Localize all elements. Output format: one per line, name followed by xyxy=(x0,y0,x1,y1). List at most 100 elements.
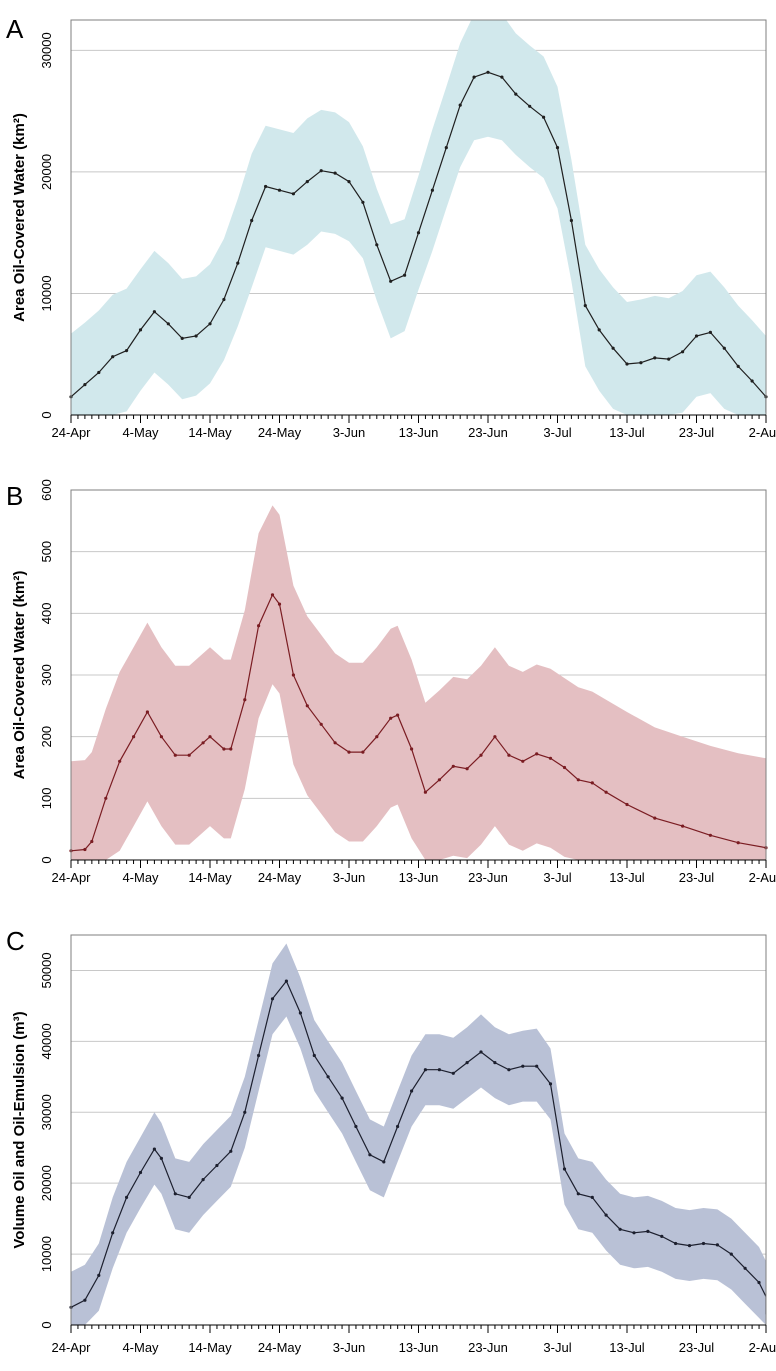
x-tick-label: 13-Jun xyxy=(399,870,439,885)
x-tick-label: 24-Apr xyxy=(51,870,91,885)
y-tick-label: 100 xyxy=(39,787,54,809)
data-point xyxy=(270,997,275,1001)
data-point xyxy=(743,1266,747,1270)
data-point xyxy=(653,816,657,820)
panel-c: 0 10000 20000 30000 40000 50000 24-Apr 4-May 14-… xyxy=(6,926,776,1355)
x-tick-label: 2-Aug xyxy=(749,1340,776,1355)
data-point xyxy=(667,357,671,361)
data-point xyxy=(611,346,615,350)
x-tick-label: 4-May xyxy=(122,425,159,440)
data-point xyxy=(138,1170,143,1175)
data-point xyxy=(639,361,643,365)
data-point xyxy=(194,334,198,338)
data-point xyxy=(375,735,379,739)
x-tick-label: 3-Jul xyxy=(543,425,571,440)
data-point xyxy=(333,171,337,175)
data-point xyxy=(111,1231,115,1235)
data-point xyxy=(319,169,323,173)
data-point xyxy=(152,310,156,314)
mean-line xyxy=(71,71,766,413)
data-point xyxy=(236,261,240,265)
x-tick-label: 13-Jul xyxy=(609,1340,645,1355)
data-point xyxy=(90,839,94,844)
data-point xyxy=(187,753,191,757)
data-point xyxy=(493,735,497,739)
x-tick-label: 3-Jun xyxy=(333,870,366,885)
data-point xyxy=(159,735,163,739)
data-point xyxy=(521,759,525,763)
x-tick-label: 2-Aug xyxy=(749,870,776,885)
y-tick-label: 20000 xyxy=(39,1165,54,1201)
data-point xyxy=(416,231,421,235)
data-point xyxy=(382,1160,386,1164)
data-point xyxy=(347,750,351,754)
y-tick-label: 30000 xyxy=(39,1094,54,1130)
data-point xyxy=(542,115,546,119)
data-point xyxy=(180,336,184,340)
data-point xyxy=(423,1068,427,1072)
y-tick-label: 0 xyxy=(39,856,54,863)
y-tick-label: 10000 xyxy=(39,275,54,311)
data-point xyxy=(305,180,309,184)
data-point xyxy=(750,379,754,383)
y-tick-label: 500 xyxy=(39,541,54,563)
data-point xyxy=(229,1149,233,1153)
y-axis-label: Area Oil-Covered Water (km²) xyxy=(11,113,28,322)
data-point xyxy=(319,722,323,726)
y-tick-label: 0 xyxy=(39,1321,54,1328)
data-point xyxy=(514,92,518,96)
data-point xyxy=(555,146,560,150)
data-point xyxy=(257,1053,261,1058)
data-point xyxy=(159,1156,163,1160)
x-tick-label: 24-May xyxy=(258,425,302,440)
data-point xyxy=(173,1192,177,1196)
data-point xyxy=(562,1167,567,1171)
data-point xyxy=(708,833,713,837)
data-point xyxy=(97,370,101,375)
data-point xyxy=(222,747,226,751)
data-point xyxy=(396,1124,400,1129)
x-tick-label: 24-May xyxy=(258,870,302,885)
data-point xyxy=(548,756,553,760)
data-point xyxy=(687,1244,692,1248)
data-point xyxy=(681,350,685,354)
data-point xyxy=(708,330,713,334)
data-point xyxy=(229,747,233,751)
data-point xyxy=(590,1195,594,1199)
data-point xyxy=(562,765,567,770)
uncertainty-band xyxy=(71,20,766,415)
data-point xyxy=(375,243,379,247)
data-point xyxy=(493,1061,497,1065)
data-point xyxy=(486,70,490,74)
data-point xyxy=(694,334,699,338)
panel-letter: B xyxy=(6,481,23,511)
y-tick-label: 300 xyxy=(39,664,54,686)
data-point xyxy=(604,1213,608,1217)
data-point xyxy=(389,716,393,720)
x-tick-label: 3-Jun xyxy=(333,1340,366,1355)
data-point xyxy=(625,802,629,807)
data-point xyxy=(125,349,129,353)
panel-letter: A xyxy=(6,14,24,44)
data-point xyxy=(535,1064,539,1068)
data-point xyxy=(410,747,414,751)
data-point xyxy=(479,753,483,757)
data-point xyxy=(507,1068,511,1072)
data-point xyxy=(625,362,629,366)
x-tick-label: 23-Jul xyxy=(679,870,715,885)
data-point xyxy=(430,188,434,192)
data-point xyxy=(152,1147,156,1151)
x-tick-label: 2-Aug xyxy=(749,425,776,440)
data-point xyxy=(83,383,87,387)
data-point xyxy=(361,200,365,204)
data-point xyxy=(597,328,601,332)
data-point xyxy=(396,713,400,717)
x-tick-label: 13-Jun xyxy=(399,425,439,440)
data-point xyxy=(354,1124,358,1129)
x-tick-label: 14-May xyxy=(188,870,232,885)
y-tick-label: 30000 xyxy=(39,32,54,68)
data-point xyxy=(528,104,532,108)
data-point xyxy=(535,752,539,756)
